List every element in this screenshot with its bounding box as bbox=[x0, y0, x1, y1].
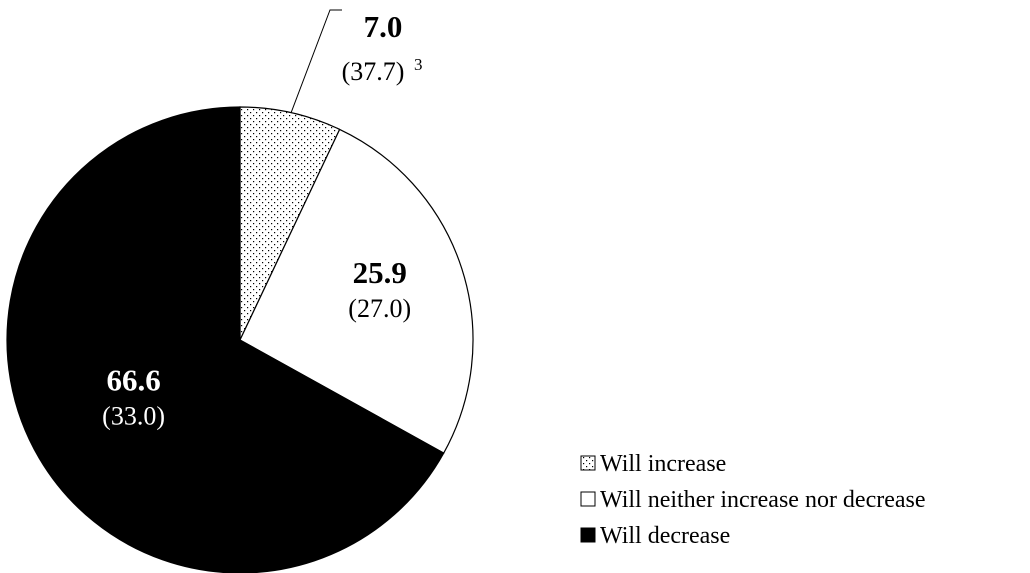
legend-label-will-decrease: Will decrease bbox=[600, 523, 730, 549]
legend-item-will-neither-increase-nor-decrease: Will neither increase nor decrease bbox=[580, 487, 926, 513]
leader-line bbox=[290, 9, 342, 113]
legend-swatch-will-decrease bbox=[580, 527, 596, 543]
legend-item-will-decrease: Will decrease bbox=[580, 523, 730, 549]
value-label-will-decrease: 66.6 bbox=[106, 363, 160, 398]
footnote-marker: 3 bbox=[414, 55, 423, 74]
legend-swatch-will-neither-increase-nor-decrease bbox=[580, 491, 596, 507]
legend-label-will-neither-increase-nor-decrease: Will neither increase nor decrease bbox=[600, 487, 926, 513]
compare-label-will-neither-increase-nor-decrease: (27.0) bbox=[348, 294, 411, 323]
leader-line-will-increase bbox=[290, 9, 342, 113]
compare-label-will-decrease: (33.0) bbox=[102, 402, 165, 431]
slice-will-decrease bbox=[6, 106, 445, 573]
compare-label-will-increase: (37.7) bbox=[342, 57, 405, 86]
value-label-will-neither-increase-nor-decrease: 25.9 bbox=[353, 255, 407, 290]
legend-swatch-will-increase bbox=[580, 455, 596, 471]
legend-item-will-increase: Will increase bbox=[580, 451, 726, 477]
legend: Will increase Will neither increase nor d… bbox=[580, 451, 926, 549]
data-labels: 7.0 (37.7) 3 25.9 (27.0) 66.6 (33.0) bbox=[102, 9, 422, 431]
pie-slices bbox=[6, 106, 474, 573]
legend-label-will-increase: Will increase bbox=[600, 451, 726, 477]
slice-will-increase bbox=[239, 106, 341, 341]
value-label-will-increase: 7.0 bbox=[364, 9, 403, 44]
